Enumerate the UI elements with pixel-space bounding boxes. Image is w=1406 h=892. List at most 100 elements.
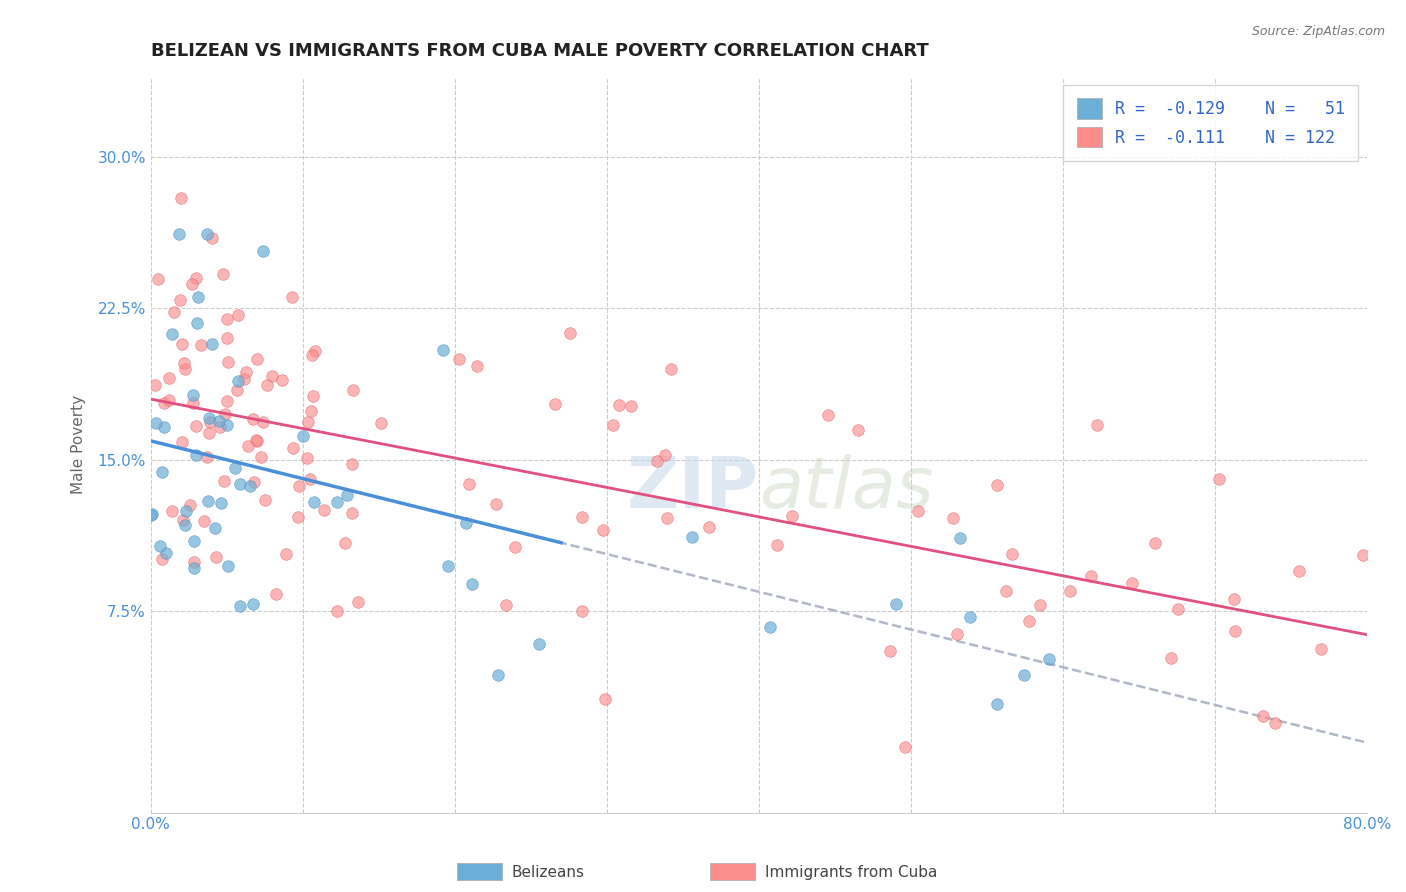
Point	[595, 692, 617, 706]
Point	[485, 497, 508, 511]
Point	[242, 597, 264, 611]
Point	[181, 388, 204, 402]
Point	[208, 414, 231, 428]
Point	[432, 343, 454, 357]
Point	[959, 610, 981, 624]
Point	[153, 419, 176, 434]
Point	[170, 435, 193, 450]
Point	[195, 227, 218, 242]
Point	[173, 356, 195, 370]
Point	[1160, 650, 1182, 665]
Point	[187, 290, 209, 304]
Point	[620, 399, 643, 413]
Point	[571, 510, 593, 524]
Point	[503, 541, 526, 555]
Text: Source: ZipAtlas.com: Source: ZipAtlas.com	[1251, 25, 1385, 38]
Point	[298, 472, 321, 486]
Point	[149, 539, 172, 553]
Point	[229, 476, 252, 491]
Point	[1310, 642, 1333, 657]
Point	[197, 494, 219, 508]
Text: atlas: atlas	[759, 454, 934, 524]
Point	[645, 454, 668, 468]
Point	[150, 552, 173, 566]
Point	[336, 488, 359, 502]
Point	[215, 418, 238, 433]
Point	[287, 479, 309, 493]
Point	[281, 290, 304, 304]
Point	[139, 508, 162, 523]
Point	[302, 389, 325, 403]
Point	[209, 495, 232, 509]
Point	[301, 348, 323, 362]
Point	[256, 377, 278, 392]
Point	[325, 604, 347, 618]
Point	[198, 411, 221, 425]
Point	[1208, 472, 1230, 486]
Point	[1223, 624, 1246, 639]
Point	[145, 416, 167, 430]
Point	[242, 412, 264, 426]
Point	[183, 555, 205, 569]
Point	[592, 523, 614, 537]
Point	[766, 538, 789, 552]
Point	[170, 190, 193, 204]
Point	[172, 513, 194, 527]
Point	[218, 558, 240, 573]
Point	[458, 477, 481, 491]
Point	[287, 509, 309, 524]
Text: ZIP: ZIP	[627, 454, 759, 524]
Point	[181, 396, 204, 410]
Point	[264, 587, 287, 601]
Point	[174, 517, 197, 532]
Point	[1264, 716, 1286, 731]
Point	[340, 507, 363, 521]
Point	[167, 227, 190, 241]
Point	[945, 627, 967, 641]
Point	[226, 374, 249, 388]
Point	[1085, 417, 1108, 432]
Point	[226, 384, 249, 398]
Point	[242, 475, 264, 489]
Point	[299, 404, 322, 418]
Point	[370, 416, 392, 430]
Point	[886, 597, 908, 611]
Point	[253, 493, 276, 508]
Point	[527, 636, 550, 650]
Point	[205, 550, 228, 565]
Point	[1001, 547, 1024, 561]
Point	[1351, 548, 1374, 562]
Point	[183, 534, 205, 549]
Point	[291, 429, 314, 443]
Point	[270, 373, 292, 387]
Point	[1038, 652, 1060, 666]
Point	[654, 448, 676, 462]
Point	[342, 383, 364, 397]
Point	[347, 594, 370, 608]
Point	[326, 495, 349, 509]
Point	[160, 504, 183, 518]
Point	[201, 336, 224, 351]
Point	[558, 326, 581, 341]
Point	[986, 698, 1008, 712]
Point	[602, 417, 624, 432]
Point	[183, 561, 205, 575]
Point	[758, 620, 780, 634]
Point	[252, 244, 274, 259]
Point	[1121, 576, 1143, 591]
Point	[544, 396, 567, 410]
Point	[169, 293, 191, 307]
Point	[1012, 668, 1035, 682]
Point	[190, 337, 212, 351]
Point	[245, 433, 267, 447]
Point	[659, 361, 682, 376]
Point	[302, 495, 325, 509]
Point	[297, 450, 319, 465]
Point	[146, 272, 169, 286]
Point	[200, 231, 222, 245]
Point	[232, 372, 254, 386]
Point	[465, 359, 488, 373]
Point	[153, 396, 176, 410]
Point	[340, 457, 363, 471]
Point	[141, 508, 163, 522]
